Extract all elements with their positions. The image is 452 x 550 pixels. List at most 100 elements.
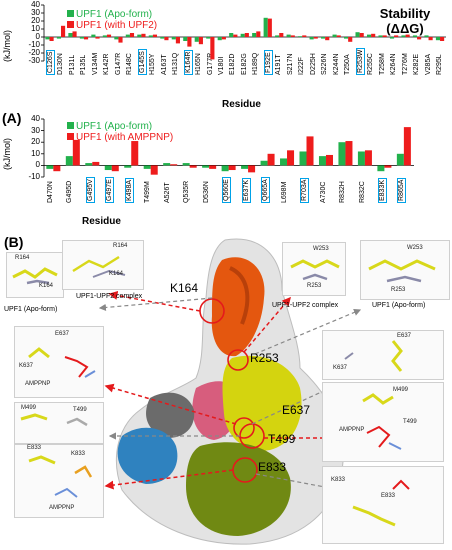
bar [189, 165, 197, 168]
bar [355, 32, 360, 37]
label-r253: R253 [250, 351, 279, 365]
bar [79, 37, 84, 39]
y-tick-label: 30 [31, 125, 40, 135]
bar [53, 165, 61, 172]
inset-label-e833-l: E833 [27, 445, 42, 451]
legend-item-apo-bottom: UPF1 (Apo-form) [67, 121, 173, 132]
y-tick-label: 30 [31, 8, 40, 17]
arrow-r253-right [243, 296, 291, 353]
bar [129, 33, 135, 37]
bar [198, 37, 203, 45]
inset-molecule-2 [72, 255, 126, 278]
legend-swatch-red [67, 21, 74, 28]
arrow-e637-left [104, 383, 237, 425]
inset-molecule-6 [20, 413, 88, 427]
y-tick-label: 10 [31, 148, 40, 158]
bar [306, 136, 314, 166]
bar [148, 35, 153, 37]
inset-molecule-5 [28, 347, 96, 378]
bar [45, 37, 50, 40]
bar [440, 37, 445, 41]
legend-item-apo-top: UPF1 (Apo-form) [67, 9, 157, 20]
bar [377, 165, 385, 172]
inset-label-k164-a: K164 [39, 283, 54, 289]
bar [240, 33, 245, 37]
bar [359, 33, 364, 37]
stability-line2: (ΔΔG) [386, 21, 424, 36]
bar [137, 34, 142, 37]
bar [405, 34, 410, 37]
inset-molecule-9 [362, 393, 402, 450]
bar [118, 37, 123, 43]
bar [325, 37, 330, 41]
bar [46, 165, 54, 169]
inset-label-e833-r: E833 [381, 493, 396, 499]
inset-molecule-4 [368, 259, 436, 283]
legend-swatch-green [67, 10, 74, 17]
chart-top: (kJ/mol) -30 -20 -10 0 10 20 30 40 C126S D130N P1… [0, 0, 452, 100]
legend-text-amppnp: UPF1 (with AMPPNP) [76, 132, 174, 143]
bar [111, 165, 119, 172]
inset-molecule-10 [352, 479, 410, 527]
y-tick-label: -20 [28, 48, 40, 57]
inset-label-e637-l: E637 [55, 331, 70, 337]
bar [60, 25, 66, 37]
chart-top-svg [41, 4, 446, 62]
bar [325, 154, 333, 166]
bar [49, 37, 54, 41]
bar [182, 163, 190, 166]
legend-swatch-green-2 [67, 122, 74, 129]
bar [85, 163, 93, 166]
bar [263, 17, 268, 37]
bar [313, 37, 318, 39]
bar [202, 165, 210, 168]
bar [187, 37, 192, 47]
panel-b-label: (B) [4, 234, 24, 250]
bar [164, 37, 169, 41]
bar [160, 37, 165, 39]
bar [279, 33, 284, 37]
bar [95, 37, 100, 39]
bar [217, 37, 222, 41]
panel-a-label: (A) [2, 110, 22, 126]
inset-label-w253-a: W253 [313, 246, 329, 252]
bar [256, 31, 261, 37]
y-tick-label: -10 [28, 172, 40, 181]
inset-label-k637-r: K637 [333, 365, 348, 371]
bar [321, 37, 326, 39]
inset-upf1-apo-right: W253 R253 [360, 240, 450, 300]
bar [424, 35, 429, 37]
inset-label-t499-r: T499 [403, 419, 417, 425]
legend-item-amppnp: UPF1 (with AMPPNP) [67, 132, 173, 143]
inset-t499-right: M499 T499 AMPPNP [322, 382, 444, 462]
bar [275, 35, 280, 37]
bar [141, 33, 146, 37]
caption-apo-left: UPF1 (Apo-form) [4, 306, 58, 313]
bar [280, 158, 288, 166]
bar [248, 165, 256, 173]
y-tick-label: 20 [31, 137, 40, 147]
label-t499: T499 [268, 432, 296, 446]
arrow-grey-upf1-right [254, 308, 362, 355]
domain-yellow [222, 355, 302, 451]
bar [233, 34, 238, 37]
inset-t499-left: M499 T499 [14, 402, 104, 444]
bar [209, 165, 217, 169]
bar [357, 151, 365, 166]
domain-blue [117, 427, 178, 484]
caption-upf2-right: UPF1-UPF2 complex [272, 302, 339, 309]
bar [114, 37, 119, 40]
domain-orange-helix [229, 266, 250, 325]
bar [143, 165, 151, 169]
bar [412, 35, 418, 37]
chart-bottom-xlabel: Residue [82, 216, 121, 227]
arrow-grey-e637-right [251, 387, 332, 425]
bar [72, 31, 77, 37]
y-tick-label: 10 [31, 24, 40, 33]
inset-label-k164-b: K164 [109, 271, 124, 277]
label-k164: K164 [170, 281, 199, 295]
bar [396, 153, 404, 166]
bar [348, 37, 353, 42]
bar [206, 37, 211, 39]
bar [163, 163, 171, 166]
